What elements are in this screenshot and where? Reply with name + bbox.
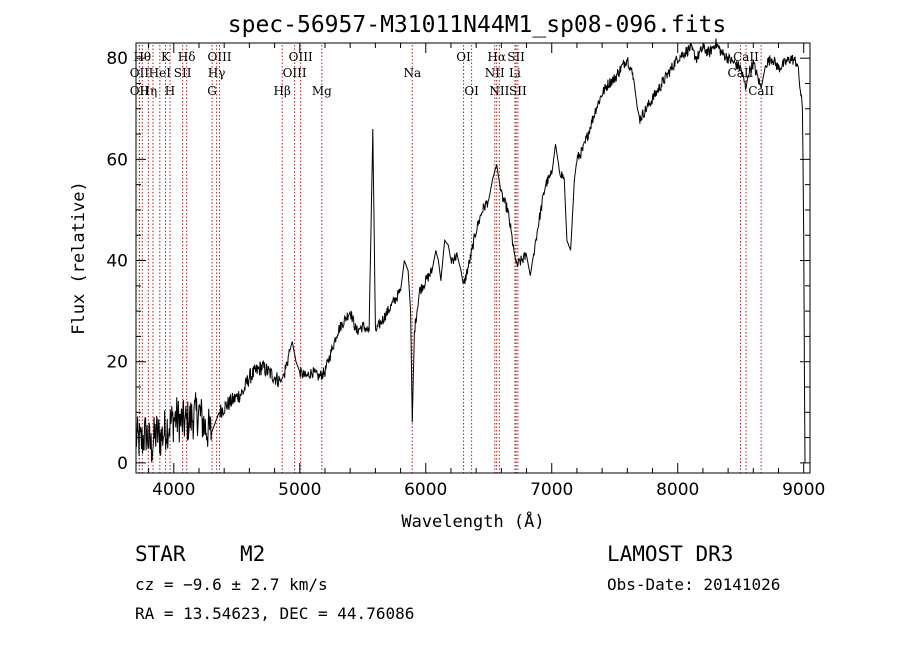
spectral-line-label: Li (509, 66, 521, 80)
x-tick-label: 6000 (404, 480, 447, 500)
spectral-line-label: SII (174, 66, 192, 80)
spectral-line-label: OI (464, 84, 479, 98)
survey-name: LAMOST DR3 (607, 542, 733, 566)
spectral-line-label: HeI (149, 66, 172, 80)
spectral-line-label: G (207, 84, 217, 98)
spectral-line-label: Na (403, 66, 421, 80)
x-tick-label: 5000 (278, 480, 321, 500)
spectral-line-label: OII (130, 66, 150, 80)
spectral-line-label: CaII (728, 66, 754, 80)
spectral-line-label: Hβ (274, 84, 291, 98)
plot-frame (135, 42, 811, 474)
spectral-line-label: Hα (487, 50, 506, 64)
spectral-line-label: Hδ (178, 50, 196, 64)
x-axis-label: Wavelength (Å) (401, 510, 544, 532)
redshift-text: cz = −9.6 ± 2.7 km/s (135, 575, 328, 594)
spectral-line-label: OIII (289, 50, 313, 64)
spectral-line-label: Hθ (133, 50, 151, 64)
x-tick-label: 7000 (530, 480, 573, 500)
spectral-line-label: Hγ (208, 66, 226, 80)
spectral-line-label: Mg (312, 84, 332, 98)
spectral-line-label: OIII (207, 50, 231, 64)
x-tick-label: 4000 (152, 480, 195, 500)
y-tick-label: 0 (117, 454, 128, 474)
x-tick-label: 8000 (656, 480, 699, 500)
spectral-line-label: OII (130, 84, 150, 98)
spectral-line-label: SII (509, 84, 527, 98)
spectral-line-label: Hη (140, 84, 158, 98)
object-subclass: M2 (240, 542, 265, 566)
spectrum-line (135, 38, 806, 463)
x-tick-label: 9000 (782, 480, 825, 500)
chart-title: spec-56957-M31011N44M1_sp08-096.fits (228, 12, 727, 38)
y-tick-label: 20 (106, 353, 128, 373)
spectral-line-label: SII (507, 50, 525, 64)
obs-date: Obs-Date: 20141026 (607, 575, 780, 594)
spectral-line-label: K (161, 50, 171, 64)
object-class: STAR (135, 542, 186, 566)
spectral-line-label: OI (456, 50, 471, 64)
spectral-line-label: NII (489, 84, 509, 98)
y-axis-label: Flux (relative) (69, 181, 89, 335)
spectral-line-label: OIII (283, 66, 307, 80)
y-tick-label: 40 (106, 252, 128, 272)
spectral-line-label: NII (485, 66, 505, 80)
spectral-line-label: CaII (733, 50, 759, 64)
coordinates-text: RA = 13.54623, DEC = 44.76086 (135, 604, 414, 623)
y-tick-label: 60 (106, 150, 128, 170)
spectral-line-label: H (165, 84, 175, 98)
spectral-line-label: CaII (748, 84, 774, 98)
y-tick-label: 80 (106, 49, 128, 69)
